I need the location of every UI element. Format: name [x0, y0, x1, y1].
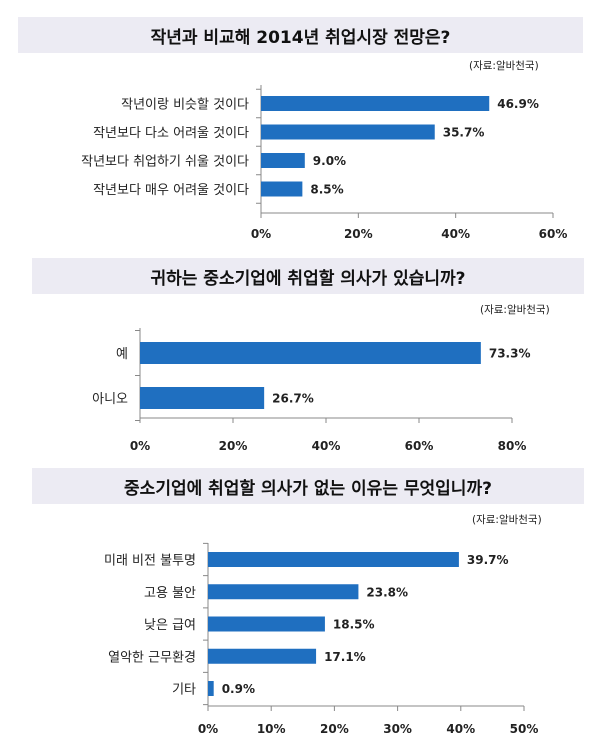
- x-tick-label: 30%: [383, 722, 412, 736]
- chart-2-source: (자료:알바천국): [480, 304, 550, 316]
- category-label: 낮은 급여: [144, 618, 196, 633]
- bar: [208, 616, 325, 632]
- bar: [208, 681, 214, 696]
- bar: [261, 124, 435, 140]
- category-label: 예: [116, 347, 128, 362]
- x-tick-label: 0%: [251, 227, 271, 241]
- chart-2-title: 귀하는 중소기업에 취업할 의사가 있습니까?: [32, 258, 584, 294]
- data-label: 8.5%: [310, 183, 343, 197]
- x-tick-label: 20%: [344, 227, 373, 241]
- data-label: 39.7%: [467, 553, 509, 567]
- chart-3-source: (자료:알바천국): [472, 514, 542, 526]
- bar: [140, 387, 265, 409]
- bar: [208, 648, 317, 664]
- bar: [261, 153, 305, 168]
- x-tick-label: 40%: [441, 227, 470, 241]
- data-label: 46.9%: [497, 97, 539, 111]
- category-label: 기타: [172, 683, 196, 698]
- chart-2-plot: 0% 20% 40% 60% 80% 예 73.3% 아니오 26.7%: [92, 328, 531, 453]
- category-label: 작년보다 다소 어려울 것이다: [93, 126, 249, 141]
- x-tick-label: 10%: [257, 722, 286, 736]
- bar: [261, 96, 490, 111]
- chart-3-title: 중소기업에 취업할 의사가 없는 이유는 무엇입니까?: [32, 468, 584, 504]
- chart-1-source: (자료:알바천국): [469, 60, 539, 72]
- bar: [208, 552, 459, 567]
- x-tick-label: 0%: [130, 439, 150, 453]
- data-label: 35.7%: [443, 126, 485, 140]
- category-label: 고용 불안: [144, 586, 196, 601]
- bar: [208, 584, 359, 600]
- x-tick-label: 20%: [320, 722, 349, 736]
- category-label: 미래 비전 불투명: [104, 554, 196, 569]
- chart-1-plot: 0% 20% 40% 60% 작년이랑 비슷할 것이다 46.9% 작년보다 다소 어려울 …: [81, 85, 568, 241]
- category-label: 작년보다 취업하기 쉬울 것이다: [81, 155, 249, 170]
- data-label: 0.9%: [222, 682, 255, 696]
- x-tick-label: 60%: [539, 227, 568, 241]
- category-label: 작년이랑 비슷할 것이다: [121, 98, 249, 113]
- x-tick-label: 80%: [498, 439, 527, 453]
- x-tick-label: 40%: [446, 722, 475, 736]
- data-label: 18.5%: [333, 618, 375, 632]
- data-label: 26.7%: [272, 392, 314, 406]
- bar: [140, 342, 481, 364]
- x-tick-label: 40%: [312, 439, 341, 453]
- data-label: 9.0%: [313, 154, 346, 168]
- bar: [261, 181, 303, 197]
- data-label: 73.3%: [489, 347, 531, 361]
- category-label: 작년보다 매우 어려울 것이다: [93, 183, 249, 198]
- x-tick-label: 60%: [405, 439, 434, 453]
- chart-1-title: 작년과 비교해 2014년 취업시장 전망은?: [18, 17, 583, 53]
- x-tick-label: 50%: [510, 722, 539, 736]
- x-tick-label: 20%: [219, 439, 248, 453]
- data-label: 17.1%: [324, 650, 366, 664]
- data-label: 23.8%: [366, 585, 408, 599]
- x-tick-label: 0%: [198, 722, 218, 736]
- category-label: 열악한 근무환경: [108, 650, 196, 665]
- category-label: 아니오: [92, 392, 128, 407]
